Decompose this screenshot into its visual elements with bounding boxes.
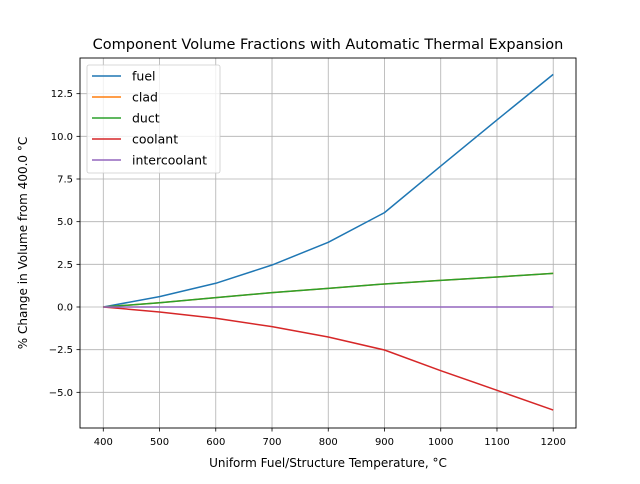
legend-label-clad: clad	[132, 90, 158, 105]
x-tick-label: 1200	[540, 437, 565, 448]
x-axis-label: Uniform Fuel/Structure Temperature, °C	[209, 456, 447, 470]
x-tick-label: 1100	[484, 437, 509, 448]
legend-label-duct: duct	[132, 111, 160, 126]
series-line-fuel	[103, 73, 554, 308]
legend-label-coolant: coolant	[132, 132, 178, 147]
legend: fuel clad duct coolant intercoolant	[86, 64, 221, 174]
y-tick-label: 5.0	[57, 217, 73, 228]
x-tick-label: 900	[375, 437, 394, 448]
y-tick-label: 0.0	[57, 302, 73, 313]
chart-title: Component Volume Fractions with Automati…	[93, 37, 564, 53]
y-tick-label: 2.5	[57, 260, 73, 271]
plot-frame	[79, 57, 577, 429]
y-tick-label: 10.0	[51, 132, 73, 143]
legend-label-intercoolant: intercoolant	[132, 153, 207, 168]
x-tick-label: 400	[94, 437, 113, 448]
x-tick-label: 700	[262, 437, 281, 448]
legend-box	[86, 64, 221, 174]
y-tick-label: −5.0	[49, 388, 73, 399]
y-tick-label: 12.5	[51, 89, 73, 100]
x-tick-label: 600	[206, 437, 225, 448]
legend-label-fuel: fuel	[132, 69, 156, 84]
x-tick-label: 500	[150, 437, 169, 448]
series-line-coolant	[103, 306, 554, 411]
y-tick-label: −2.5	[49, 345, 73, 356]
series-line-duct	[103, 272, 554, 308]
y-axis-label: % Change in Volume from 400.0 °C	[16, 137, 30, 349]
x-tick-label: 1000	[428, 437, 453, 448]
y-tick-label: 7.5	[57, 175, 73, 186]
x-tick-label: 800	[319, 437, 338, 448]
